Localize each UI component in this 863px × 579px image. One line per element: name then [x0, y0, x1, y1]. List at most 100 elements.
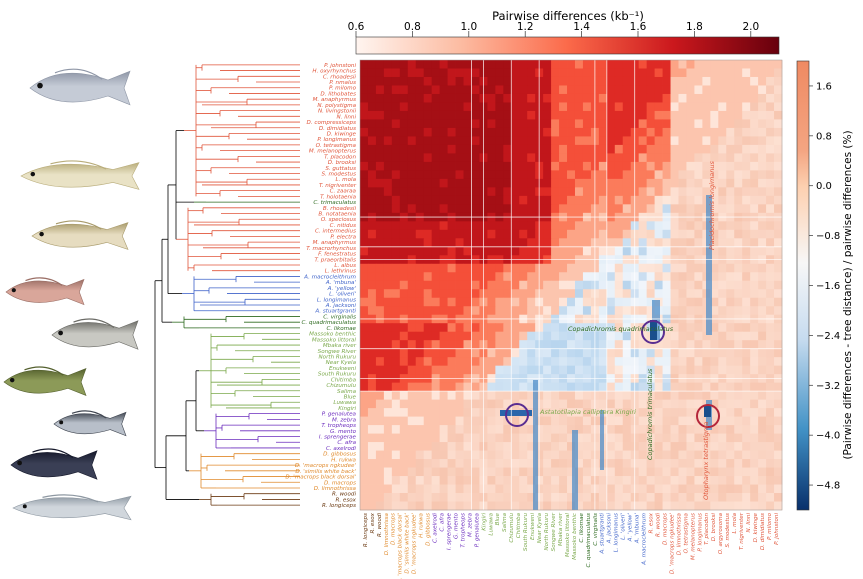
heatmap-cell [686, 442, 695, 451]
heatmap-cell [447, 484, 456, 494]
heatmap-cell [710, 119, 719, 129]
heatmap-cell [774, 263, 783, 273]
heatmap-cell [750, 484, 759, 494]
heatmap-cell [455, 408, 464, 417]
heatmap-cell [654, 425, 663, 434]
heatmap-cell [391, 170, 401, 180]
heatmap-cell [654, 229, 663, 239]
heatmap-cell [598, 365, 608, 375]
heatmap-cell [606, 297, 616, 307]
heatmap-cell [431, 340, 441, 350]
heatmap-cell [551, 442, 560, 451]
heatmap-cell [375, 68, 385, 78]
heatmap-cell [511, 467, 520, 477]
heatmap-cell [686, 161, 695, 171]
heatmap-cell [758, 238, 767, 248]
top-colorbar-tick-label: 1.2 [517, 21, 534, 33]
heatmap-cell [407, 178, 417, 188]
heatmap-cell [455, 323, 464, 333]
heatmap-cell [431, 161, 441, 171]
heatmap-cell [399, 391, 409, 401]
heatmap-cell [638, 102, 648, 112]
heatmap-cell [678, 391, 687, 401]
heatmap-cell [750, 501, 759, 511]
heatmap-cell [662, 263, 671, 273]
heatmap-cell [606, 238, 616, 248]
heatmap-cell [511, 416, 520, 426]
heatmap-cell [662, 161, 671, 171]
heatmap-cell [415, 60, 425, 69]
heatmap-cell [407, 187, 417, 197]
heatmap-cell [702, 170, 711, 180]
heatmap-cell [702, 442, 711, 451]
heatmap-cell [734, 391, 743, 401]
heatmap-cell [614, 306, 624, 316]
heatmap-cell [447, 306, 456, 316]
heatmap-cell [407, 102, 417, 112]
heatmap-cell [503, 399, 512, 409]
heatmap-cell [559, 153, 568, 163]
heatmap-cell [766, 306, 775, 316]
heatmap-cell [383, 136, 393, 146]
heatmap-cell [734, 306, 743, 316]
heatmap-cell [447, 178, 456, 188]
heatmap-cell [614, 221, 624, 231]
heatmap-cell [622, 348, 632, 358]
heatmap-cell [750, 323, 759, 333]
heatmap-cell [567, 76, 576, 86]
heatmap-cell [423, 85, 433, 95]
heatmap-cell [471, 119, 480, 129]
heatmap-cell [423, 433, 433, 443]
heatmap-cell [670, 263, 679, 273]
heatmap-cell [734, 263, 743, 273]
heatmap-cell [766, 204, 775, 214]
heatmap-cell [774, 399, 783, 409]
heatmap-cell [726, 119, 735, 129]
heatmap-cell [670, 144, 679, 154]
heatmap-cell [447, 127, 456, 137]
heatmap-cell [742, 289, 751, 299]
heatmap-cell [606, 136, 616, 146]
heatmap-cell [495, 450, 504, 460]
heatmap-cell [654, 501, 663, 511]
heatmap-cell [407, 425, 417, 434]
heatmap-cell [766, 187, 775, 197]
heatmap-cell [559, 68, 568, 78]
heatmap-cell [399, 340, 409, 350]
heatmap-border [359, 59, 783, 511]
heatmap-cell [670, 102, 679, 112]
heatmap-cell [511, 272, 520, 282]
column-label: O. tetrastigma [683, 512, 689, 553]
column-label: D. 'similis white back' [405, 513, 411, 574]
heatmap-cell [598, 229, 608, 239]
heatmap-cell [662, 425, 671, 434]
heatmap-cell [423, 195, 433, 205]
heatmap-cell [654, 340, 663, 350]
heatmap-cell [375, 493, 385, 502]
heatmap-cell [758, 399, 767, 409]
heatmap-streak [572, 430, 578, 510]
row-label: South Rukuru [318, 372, 357, 378]
heatmap-cell [367, 272, 377, 282]
heatmap-cell [559, 221, 568, 231]
heatmap-cell [742, 76, 751, 86]
heatmap-cell [662, 382, 671, 392]
heatmap-cell [487, 127, 496, 137]
heatmap-cell [678, 357, 687, 367]
heatmap-cell [702, 484, 711, 494]
heatmap-cell [758, 144, 767, 154]
column-label: N. linni [746, 513, 752, 533]
heatmap-cell [638, 382, 648, 392]
heatmap-cell [495, 280, 504, 290]
heatmap-cell [774, 297, 783, 307]
heatmap-cell [614, 238, 624, 248]
heatmap-cell [407, 348, 417, 358]
heatmap-cell [463, 195, 472, 205]
heatmap-cell [662, 187, 671, 197]
heatmap-cell [726, 85, 735, 95]
heatmap-cell [606, 365, 616, 375]
heatmap-cell [399, 450, 409, 460]
heatmap-cell [734, 161, 743, 171]
heatmap-cell [367, 280, 377, 290]
heatmap-cell [654, 127, 663, 137]
